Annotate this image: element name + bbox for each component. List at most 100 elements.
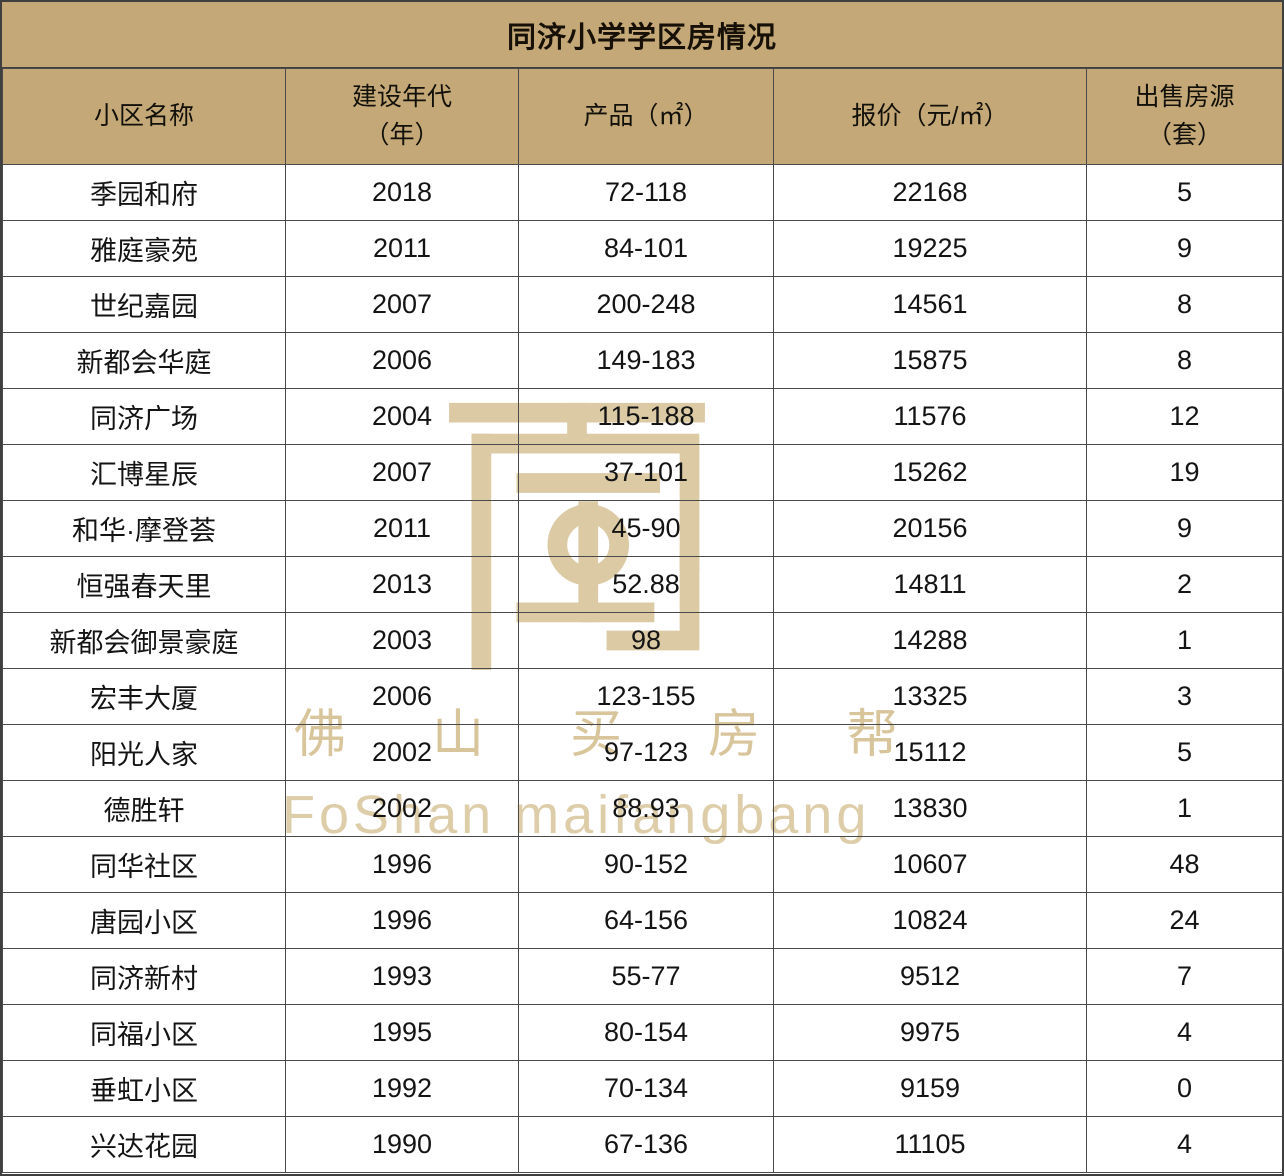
cell-build-year: 2006 xyxy=(285,668,519,725)
cell-listings-count: 3 xyxy=(1086,668,1282,725)
cell-price-per-sqm: 22168 xyxy=(773,164,1087,221)
cell-price-per-sqm: 9975 xyxy=(773,1004,1087,1061)
table-body: 季园和府 2018 72-118 22168 5 雅庭豪苑 2011 84-101 19225 9… xyxy=(2,164,1282,1173)
cell-area-range: 45-90 xyxy=(518,500,774,557)
cell-build-year: 1996 xyxy=(285,892,519,949)
table-row: 世纪嘉园 2007 200-248 14561 8 xyxy=(2,276,1282,333)
cell-price-per-sqm: 15112 xyxy=(773,724,1087,781)
cell-community-name: 恒强春天里 xyxy=(2,556,286,613)
cell-build-year: 2004 xyxy=(285,388,519,445)
cell-community-name: 同济广场 xyxy=(2,388,286,445)
cell-price-per-sqm: 15875 xyxy=(773,332,1087,389)
page-title: 同济小学学区房情况 xyxy=(2,2,1282,68)
cell-price-per-sqm: 13325 xyxy=(773,668,1087,725)
table-row: 季园和府 2018 72-118 22168 5 xyxy=(2,164,1282,221)
cell-build-year: 1992 xyxy=(285,1060,519,1117)
cell-listings-count: 0 xyxy=(1086,1060,1282,1117)
cell-build-year: 1996 xyxy=(285,836,519,893)
cell-listings-count: 24 xyxy=(1086,892,1282,949)
col-header-area: 产品（㎡） xyxy=(518,68,774,165)
cell-area-range: 90-152 xyxy=(518,836,774,893)
cell-area-range: 67-136 xyxy=(518,1116,774,1173)
table-row: 新都会华庭 2006 149-183 15875 8 xyxy=(2,332,1282,389)
table-row: 垂虹小区 1992 70-134 9159 0 xyxy=(2,1060,1282,1117)
cell-build-year: 1993 xyxy=(285,948,519,1005)
cell-area-range: 98 xyxy=(518,612,774,669)
cell-listings-count: 8 xyxy=(1086,276,1282,333)
cell-price-per-sqm: 10824 xyxy=(773,892,1087,949)
cell-community-name: 雅庭豪苑 xyxy=(2,220,286,277)
cell-listings-count: 19 xyxy=(1086,444,1282,501)
cell-price-per-sqm: 14288 xyxy=(773,612,1087,669)
cell-build-year: 1990 xyxy=(285,1116,519,1173)
cell-area-range: 200-248 xyxy=(518,276,774,333)
cell-price-per-sqm: 14561 xyxy=(773,276,1087,333)
cell-price-per-sqm: 9512 xyxy=(773,948,1087,1005)
table-row: 恒强春天里 2013 52.88 14811 2 xyxy=(2,556,1282,613)
cell-listings-count: 2 xyxy=(1086,556,1282,613)
table-header: 小区名称 建设年代 （年） 产品（㎡） 报价（元/㎡） 出售房源 （套） xyxy=(2,68,1282,165)
cell-community-name: 德胜轩 xyxy=(2,780,286,837)
table-row: 同华社区 1996 90-152 10607 48 xyxy=(2,836,1282,893)
cell-price-per-sqm: 9159 xyxy=(773,1060,1087,1117)
cell-build-year: 2002 xyxy=(285,780,519,837)
col-header-build-year: 建设年代 （年） xyxy=(285,68,519,165)
housing-table: 小区名称 建设年代 （年） 产品（㎡） 报价（元/㎡） 出售房源 （套） 季园和… xyxy=(2,68,1282,1173)
table-row: 同济新村 1993 55-77 9512 7 xyxy=(2,948,1282,1005)
cell-build-year: 2018 xyxy=(285,164,519,221)
cell-community-name: 和华·摩登荟 xyxy=(2,500,286,557)
cell-area-range: 64-156 xyxy=(518,892,774,949)
cell-area-range: 84-101 xyxy=(518,220,774,277)
cell-area-range: 115-188 xyxy=(518,388,774,445)
table-row: 宏丰大厦 2006 123-155 13325 3 xyxy=(2,668,1282,725)
cell-price-per-sqm: 11576 xyxy=(773,388,1087,445)
table-row: 汇博星辰 2007 37-101 15262 19 xyxy=(2,444,1282,501)
cell-price-per-sqm: 10607 xyxy=(773,836,1087,893)
cell-listings-count: 8 xyxy=(1086,332,1282,389)
col-header-price: 报价（元/㎡） xyxy=(773,68,1087,165)
cell-price-per-sqm: 14811 xyxy=(773,556,1087,613)
cell-build-year: 2002 xyxy=(285,724,519,781)
col-header-community-name: 小区名称 xyxy=(2,68,286,165)
cell-community-name: 季园和府 xyxy=(2,164,286,221)
cell-area-range: 55-77 xyxy=(518,948,774,1005)
cell-build-year: 2013 xyxy=(285,556,519,613)
table-row: 唐园小区 1996 64-156 10824 24 xyxy=(2,892,1282,949)
cell-listings-count: 7 xyxy=(1086,948,1282,1005)
cell-community-name: 宏丰大厦 xyxy=(2,668,286,725)
cell-listings-count: 9 xyxy=(1086,500,1282,557)
col-header-listings: 出售房源 （套） xyxy=(1086,68,1282,165)
cell-community-name: 世纪嘉园 xyxy=(2,276,286,333)
cell-price-per-sqm: 13830 xyxy=(773,780,1087,837)
cell-area-range: 70-134 xyxy=(518,1060,774,1117)
table-row: 新都会御景豪庭 2003 98 14288 1 xyxy=(2,612,1282,669)
cell-build-year: 2011 xyxy=(285,500,519,557)
cell-community-name: 新都会华庭 xyxy=(2,332,286,389)
cell-price-per-sqm: 20156 xyxy=(773,500,1087,557)
cell-listings-count: 48 xyxy=(1086,836,1282,893)
cell-community-name: 兴达花园 xyxy=(2,1116,286,1173)
header-row: 小区名称 建设年代 （年） 产品（㎡） 报价（元/㎡） 出售房源 （套） xyxy=(2,68,1282,165)
cell-listings-count: 12 xyxy=(1086,388,1282,445)
cell-build-year: 2006 xyxy=(285,332,519,389)
cell-price-per-sqm: 11105 xyxy=(773,1116,1087,1173)
cell-area-range: 52.88 xyxy=(518,556,774,613)
table-row: 阳光人家 2002 97-123 15112 5 xyxy=(2,724,1282,781)
cell-price-per-sqm: 19225 xyxy=(773,220,1087,277)
cell-price-per-sqm: 15262 xyxy=(773,444,1087,501)
cell-area-range: 37-101 xyxy=(518,444,774,501)
cell-community-name: 唐园小区 xyxy=(2,892,286,949)
cell-community-name: 汇博星辰 xyxy=(2,444,286,501)
cell-area-range: 97-123 xyxy=(518,724,774,781)
cell-build-year: 1995 xyxy=(285,1004,519,1061)
cell-area-range: 123-155 xyxy=(518,668,774,725)
table-row: 德胜轩 2002 88.93 13830 1 xyxy=(2,780,1282,837)
cell-listings-count: 1 xyxy=(1086,612,1282,669)
table-row: 同济广场 2004 115-188 11576 12 xyxy=(2,388,1282,445)
cell-listings-count: 5 xyxy=(1086,164,1282,221)
table-row: 和华·摩登荟 2011 45-90 20156 9 xyxy=(2,500,1282,557)
cell-community-name: 同华社区 xyxy=(2,836,286,893)
cell-listings-count: 4 xyxy=(1086,1004,1282,1061)
cell-listings-count: 5 xyxy=(1086,724,1282,781)
